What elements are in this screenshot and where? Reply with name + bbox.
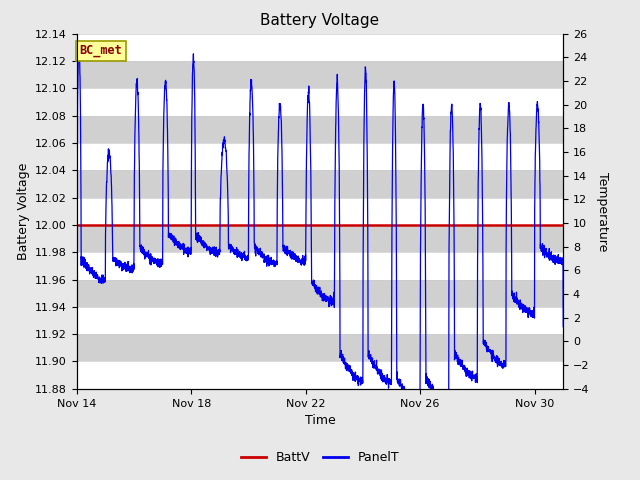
X-axis label: Time: Time: [305, 414, 335, 427]
Y-axis label: Temperature: Temperature: [596, 171, 609, 251]
Bar: [77, 252, 563, 279]
Title: Battery Voltage: Battery Voltage: [260, 13, 380, 28]
Bar: [77, 61, 563, 88]
Bar: [77, 143, 563, 170]
Bar: [77, 279, 563, 307]
Bar: [77, 116, 563, 143]
Bar: [77, 170, 563, 198]
Bar: [77, 34, 563, 61]
Bar: [77, 361, 563, 389]
Bar: [77, 88, 563, 116]
Bar: [77, 307, 563, 334]
Text: BC_met: BC_met: [79, 44, 122, 57]
Bar: [77, 225, 563, 252]
Bar: [77, 334, 563, 361]
Y-axis label: Battery Voltage: Battery Voltage: [17, 163, 29, 260]
Legend: BattV, PanelT: BattV, PanelT: [236, 446, 404, 469]
Bar: [77, 198, 563, 225]
